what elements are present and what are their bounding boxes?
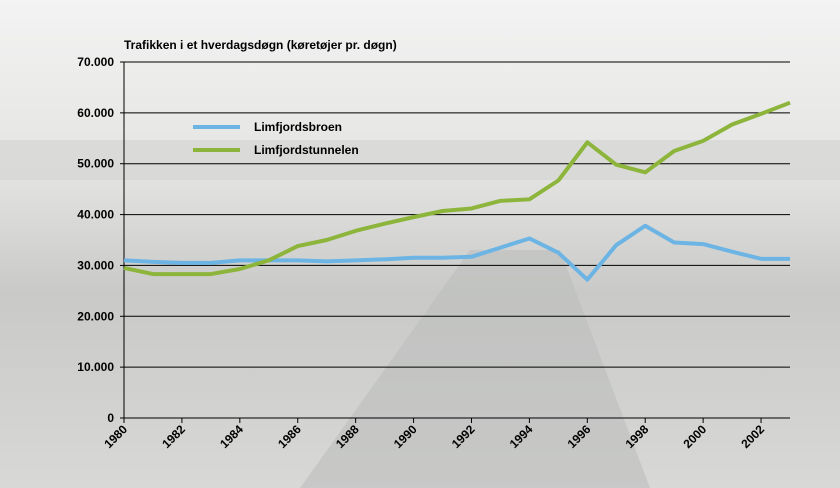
legend-label: Limfjordstunnelen (254, 143, 359, 157)
chart-title: Trafikken i et hverdagsdøgn (køretøjer p… (124, 38, 397, 52)
y-tick-label: 20.000 (77, 309, 114, 323)
y-tick-label: 30.000 (77, 258, 114, 272)
y-tick-label: 60.000 (77, 106, 114, 120)
y-tick-label: 10.000 (77, 360, 114, 374)
y-tick-label: 40.000 (77, 208, 114, 222)
y-tick-label: 0 (107, 411, 114, 425)
y-tick-label: 50.000 (77, 157, 114, 171)
legend-label: Limfjordsbroen (254, 120, 342, 134)
chart: Trafikken i et hverdagsdøgn (køretøjer p… (0, 0, 840, 488)
y-tick-label: 70.000 (77, 55, 114, 69)
background-band (0, 140, 840, 180)
